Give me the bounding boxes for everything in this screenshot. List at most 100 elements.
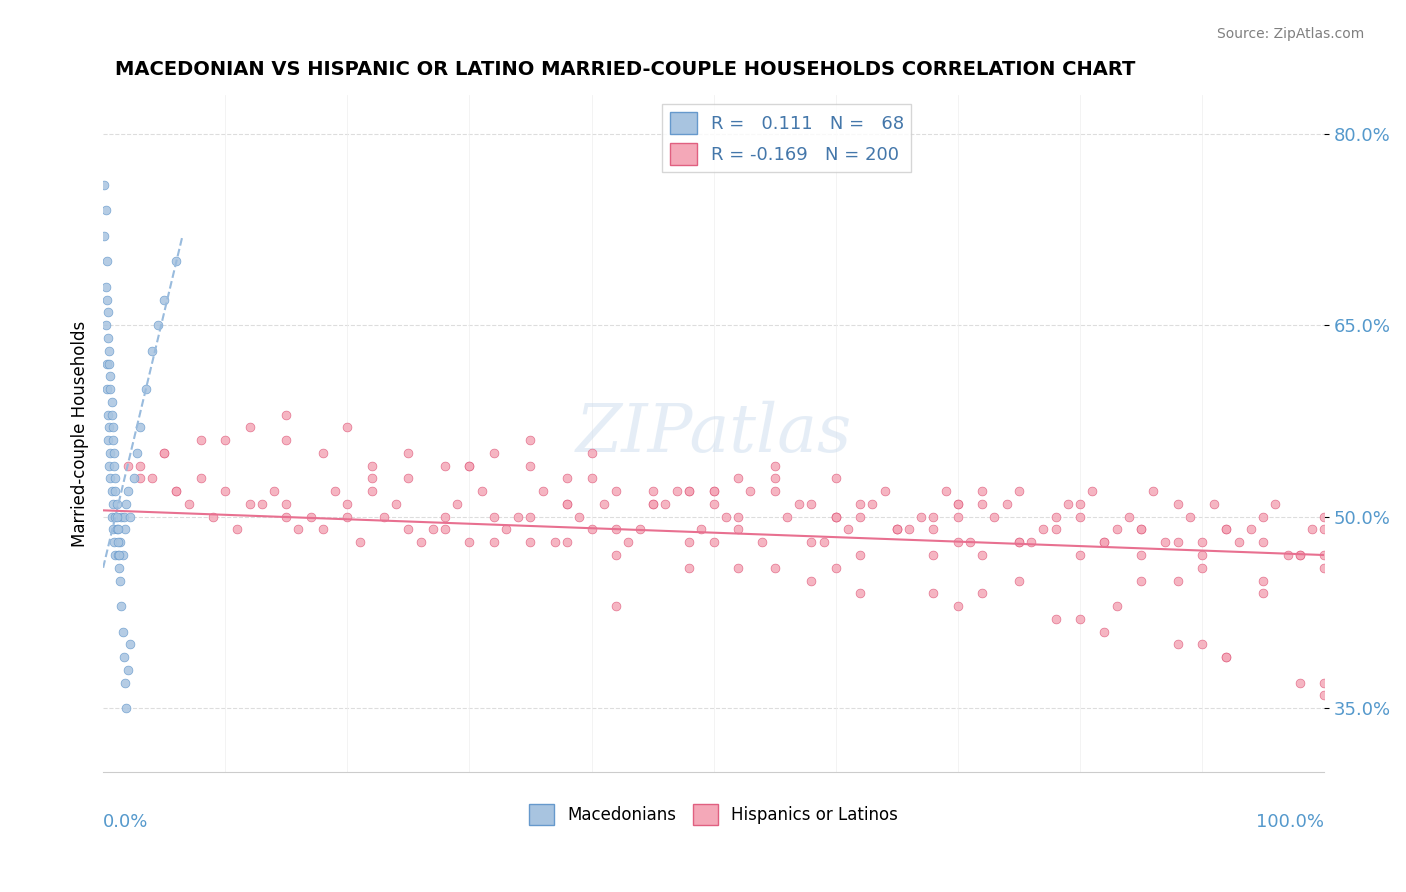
Point [118,637,141,651]
Point [100,394,122,409]
Point [544,535,567,549]
Point [849,586,872,600]
Point [605,484,627,499]
Point [141,343,163,358]
Point [471,484,494,499]
Point [115,497,138,511]
Point [1019,535,1042,549]
Point [360,471,382,485]
Point [1227,535,1250,549]
Point [1251,509,1274,524]
Point [776,509,799,524]
Point [581,471,603,485]
Point [678,484,700,499]
Point [1204,497,1226,511]
Point [118,509,141,524]
Point [605,599,627,613]
Point [555,497,578,511]
Point [107,535,129,549]
Point [886,523,908,537]
Point [190,471,212,485]
Point [946,535,969,549]
Point [727,509,749,524]
Point [97,408,120,422]
Point [336,497,359,511]
Point [763,458,786,473]
Point [98,458,121,473]
Point [1081,484,1104,499]
Point [336,509,359,524]
Point [1105,523,1128,537]
Point [103,446,125,460]
Text: 100.0%: 100.0% [1256,813,1324,830]
Y-axis label: Married-couple Households: Married-couple Households [72,320,89,547]
Point [1191,637,1213,651]
Point [519,458,541,473]
Point [1277,548,1299,562]
Point [1069,612,1091,626]
Point [1288,675,1310,690]
Point [98,357,121,371]
Point [628,523,651,537]
Point [727,471,749,485]
Point [312,523,335,537]
Point [110,509,132,524]
Point [94,280,117,294]
Point [250,497,273,511]
Point [666,484,689,499]
Point [873,484,896,499]
Point [114,523,136,537]
Point [678,535,700,549]
Point [1118,509,1140,524]
Point [97,433,120,447]
Point [581,523,603,537]
Text: Source: ZipAtlas.com: Source: ZipAtlas.com [1216,27,1364,41]
Point [824,509,846,524]
Point [349,535,371,549]
Point [763,561,786,575]
Point [972,497,994,511]
Point [299,509,322,524]
Point [105,523,128,537]
Text: MACEDONIAN VS HISPANIC OR LATINO MARRIED-COUPLE HOUSEHOLDS CORRELATION CHART: MACEDONIAN VS HISPANIC OR LATINO MARRIED… [115,60,1136,78]
Point [568,509,591,524]
Point [824,509,846,524]
Point [983,509,1005,524]
Point [177,497,200,511]
Point [641,484,664,499]
Point [104,509,127,524]
Point [1313,523,1336,537]
Point [97,305,120,319]
Point [555,535,578,549]
Point [1215,650,1237,665]
Point [972,586,994,600]
Point [860,497,883,511]
Point [1167,637,1189,651]
Point [1191,561,1213,575]
Point [654,497,676,511]
Point [117,484,139,499]
Point [1313,509,1336,524]
Point [1301,523,1323,537]
Point [128,471,150,485]
Point [1251,574,1274,588]
Point [1008,484,1031,499]
Point [1215,523,1237,537]
Point [824,561,846,575]
Point [98,343,121,358]
Point [1069,509,1091,524]
Point [1142,484,1164,499]
Point [114,675,136,690]
Point [276,408,298,422]
Point [107,523,129,537]
Text: 0.0%: 0.0% [103,813,149,830]
Point [946,497,969,511]
Point [115,701,138,715]
Point [446,497,468,511]
Point [97,331,120,345]
Point [763,484,786,499]
Point [153,446,176,460]
Point [531,484,554,499]
Point [482,509,505,524]
Point [128,420,150,434]
